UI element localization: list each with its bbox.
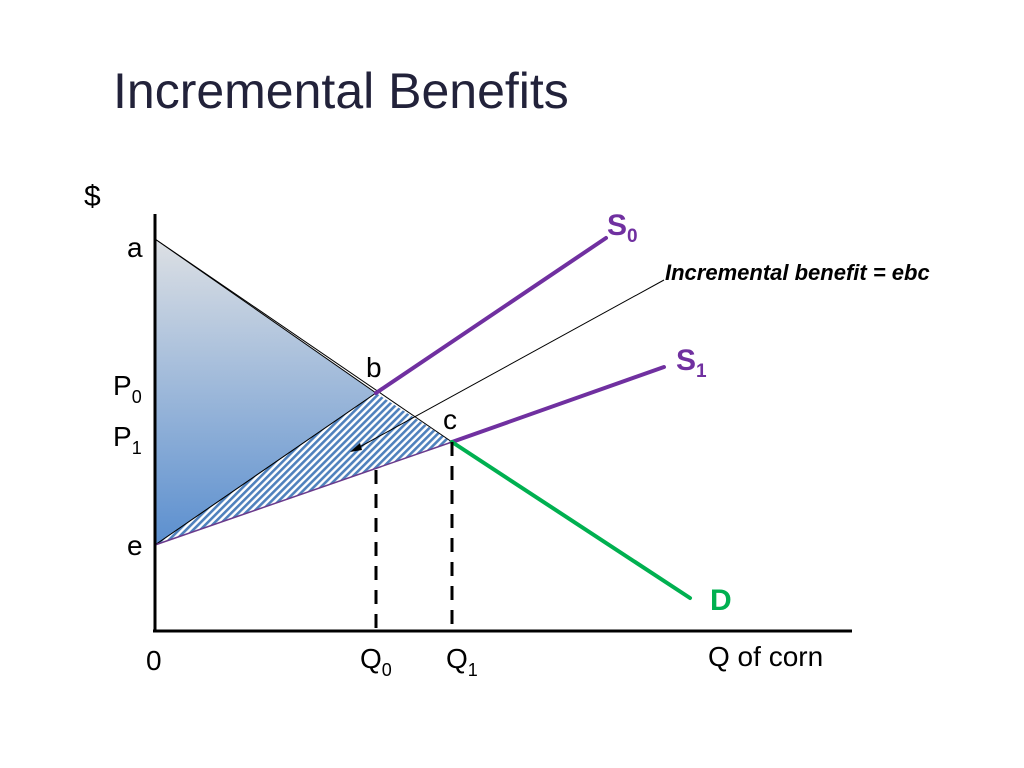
- curve-label-s1-sub: 1: [696, 361, 707, 382]
- point-label-a: a: [127, 232, 143, 263]
- curve-label-s0: S0: [607, 209, 638, 247]
- curve-label-s0-sub: 0: [627, 226, 638, 247]
- price-label-p1: P1: [113, 421, 142, 458]
- annotation-pointer-line: [355, 279, 665, 450]
- y-axis-label: $: [84, 180, 101, 213]
- incremental-benefit-region-ebc: [155, 393, 452, 545]
- point-label-c: c: [443, 404, 457, 435]
- price-label-p0-main: P: [113, 370, 132, 401]
- quantity-label-q1: Q1: [446, 643, 478, 680]
- curve-label-s0-main: S: [607, 209, 627, 242]
- price-label-p1-sub: 1: [132, 438, 142, 458]
- edge-eb: [154, 392, 377, 546]
- quantity-label-q0-sub: 0: [382, 660, 392, 680]
- x-axis-label: Q of corn: [708, 641, 823, 672]
- price-label-p0-sub: 0: [132, 387, 142, 407]
- demand-curve-d: [450, 440, 692, 600]
- quantity-label-q1-sub: 1: [468, 660, 478, 680]
- quantity-label-q0-main: Q: [360, 643, 382, 674]
- quantity-label-q0: Q0: [360, 643, 392, 680]
- point-label-e: e: [127, 530, 143, 561]
- slide-title: Incremental Benefits: [113, 63, 569, 119]
- edge-ec: [154, 441, 453, 546]
- curve-label-s1-main: S: [676, 344, 696, 377]
- supply-curve-s0: [374, 236, 608, 395]
- incremental-benefit-annotation: Incremental benefit = ebc: [665, 260, 930, 285]
- annotation-arrowhead: [350, 443, 362, 452]
- curve-label-d: D: [710, 584, 732, 617]
- quantity-label-q1-main: Q: [446, 643, 468, 674]
- price-label-p1-main: P: [113, 421, 132, 452]
- origin-label: 0: [146, 645, 162, 676]
- supply-curve-s1: [450, 365, 666, 444]
- price-label-p0: P0: [113, 370, 142, 407]
- curve-label-s1: S1: [676, 344, 707, 382]
- demand-line-upper: [154, 238, 453, 443]
- point-label-b: b: [366, 352, 382, 383]
